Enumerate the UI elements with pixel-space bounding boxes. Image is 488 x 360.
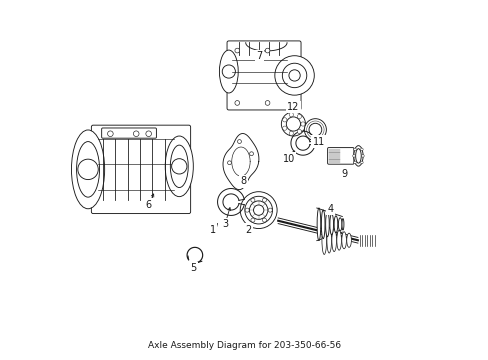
Text: 3: 3 bbox=[222, 219, 227, 229]
Ellipse shape bbox=[331, 229, 336, 252]
Ellipse shape bbox=[336, 230, 341, 250]
Circle shape bbox=[107, 131, 113, 136]
Circle shape bbox=[262, 218, 266, 222]
Circle shape bbox=[250, 198, 254, 202]
Ellipse shape bbox=[170, 145, 188, 188]
Circle shape bbox=[240, 180, 244, 184]
Circle shape bbox=[171, 159, 186, 174]
Text: 8: 8 bbox=[240, 176, 246, 186]
Circle shape bbox=[244, 196, 272, 224]
Circle shape bbox=[227, 161, 231, 165]
Circle shape bbox=[288, 113, 293, 117]
Circle shape bbox=[308, 123, 321, 136]
Circle shape bbox=[286, 117, 300, 131]
Circle shape bbox=[145, 131, 151, 136]
Circle shape bbox=[360, 161, 363, 164]
Circle shape bbox=[297, 114, 301, 119]
Ellipse shape bbox=[325, 212, 328, 237]
Circle shape bbox=[282, 118, 286, 122]
Circle shape bbox=[297, 129, 301, 134]
Ellipse shape bbox=[321, 226, 326, 255]
FancyBboxPatch shape bbox=[327, 148, 353, 164]
Circle shape bbox=[234, 48, 239, 53]
Text: 5: 5 bbox=[190, 263, 196, 273]
Ellipse shape bbox=[77, 141, 100, 197]
Circle shape bbox=[244, 208, 249, 212]
Ellipse shape bbox=[346, 233, 351, 247]
Ellipse shape bbox=[355, 149, 361, 163]
Ellipse shape bbox=[165, 136, 193, 197]
Ellipse shape bbox=[71, 130, 104, 209]
Circle shape bbox=[78, 159, 98, 180]
Circle shape bbox=[240, 192, 277, 229]
Circle shape bbox=[360, 148, 363, 151]
FancyBboxPatch shape bbox=[226, 41, 301, 110]
Ellipse shape bbox=[317, 208, 320, 240]
Text: 11: 11 bbox=[312, 137, 325, 147]
Circle shape bbox=[361, 154, 364, 157]
Circle shape bbox=[282, 63, 306, 87]
Circle shape bbox=[282, 126, 286, 130]
FancyBboxPatch shape bbox=[91, 125, 190, 213]
Circle shape bbox=[264, 100, 269, 105]
Circle shape bbox=[288, 131, 293, 135]
Circle shape bbox=[234, 100, 239, 105]
Circle shape bbox=[300, 122, 305, 126]
Text: 1: 1 bbox=[209, 225, 215, 235]
FancyBboxPatch shape bbox=[102, 128, 156, 138]
Text: 6: 6 bbox=[145, 200, 152, 210]
Text: 10: 10 bbox=[282, 154, 294, 164]
Ellipse shape bbox=[333, 216, 337, 233]
Circle shape bbox=[133, 131, 139, 136]
Ellipse shape bbox=[329, 214, 333, 235]
Circle shape bbox=[274, 56, 314, 95]
Text: 2: 2 bbox=[244, 225, 251, 235]
Circle shape bbox=[237, 140, 241, 143]
Circle shape bbox=[353, 161, 356, 164]
Circle shape bbox=[281, 112, 305, 136]
Polygon shape bbox=[223, 134, 258, 190]
Text: Axle Assembly Diagram for 203-350-66-56: Axle Assembly Diagram for 203-350-66-56 bbox=[148, 341, 340, 350]
Circle shape bbox=[249, 152, 253, 156]
Circle shape bbox=[353, 148, 356, 151]
Circle shape bbox=[288, 70, 300, 81]
Ellipse shape bbox=[338, 218, 341, 231]
Ellipse shape bbox=[326, 228, 331, 253]
Text: 4: 4 bbox=[326, 204, 333, 214]
Circle shape bbox=[304, 119, 325, 141]
Circle shape bbox=[306, 121, 324, 138]
Ellipse shape bbox=[341, 219, 343, 230]
Circle shape bbox=[253, 205, 264, 215]
Circle shape bbox=[222, 65, 235, 78]
Text: 9: 9 bbox=[341, 168, 347, 179]
Circle shape bbox=[352, 154, 355, 157]
Ellipse shape bbox=[353, 146, 363, 166]
Text: 7: 7 bbox=[256, 51, 262, 61]
Circle shape bbox=[249, 201, 267, 219]
Circle shape bbox=[267, 208, 272, 212]
Circle shape bbox=[250, 218, 254, 222]
Ellipse shape bbox=[341, 232, 346, 249]
Ellipse shape bbox=[219, 50, 238, 93]
Circle shape bbox=[264, 48, 269, 53]
Circle shape bbox=[262, 198, 266, 202]
Text: 12: 12 bbox=[286, 102, 299, 112]
Ellipse shape bbox=[321, 210, 325, 239]
